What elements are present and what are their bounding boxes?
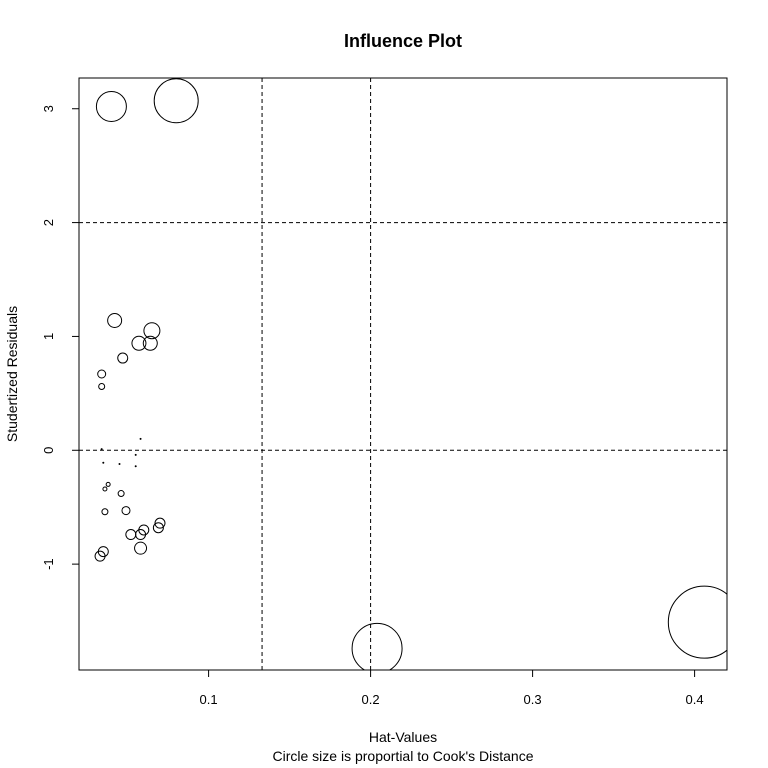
data-point	[143, 322, 161, 340]
data-point	[101, 508, 109, 516]
data-point	[95, 90, 127, 122]
x-tick-label: 0.2	[362, 692, 380, 707]
data-point	[142, 335, 158, 351]
x-tick-label: 0.3	[524, 692, 542, 707]
data-point	[102, 461, 105, 464]
x-axis-label: Hat-Values	[369, 729, 437, 745]
y-tick-label: 3	[41, 105, 56, 112]
data-point	[154, 517, 166, 529]
data-point	[117, 352, 129, 364]
data-point	[98, 383, 106, 391]
data-point	[135, 529, 147, 541]
data-point	[139, 437, 142, 440]
data-point	[131, 335, 147, 351]
data-point	[153, 78, 199, 124]
data-point	[97, 369, 107, 379]
data-point	[121, 506, 131, 516]
x-tick-label: 0.4	[686, 692, 704, 707]
data-point	[102, 486, 108, 492]
data-point	[107, 312, 123, 328]
data-points	[94, 78, 727, 670]
data-point	[152, 522, 164, 534]
data-point	[105, 481, 111, 487]
y-axis: -1 0 1 2 3	[41, 105, 79, 570]
chart-title: Influence Plot	[344, 31, 462, 51]
chart-subtitle: Circle size is proportial to Cook's Dist…	[273, 748, 534, 764]
data-point	[100, 448, 103, 451]
y-axis-label: Studertized Residuals	[4, 306, 20, 442]
data-point	[125, 529, 137, 541]
plot-frame	[78, 77, 728, 671]
reference-lines	[79, 78, 727, 670]
y-tick-label: 2	[41, 219, 56, 226]
y-tick-label: 0	[41, 447, 56, 454]
data-point	[134, 541, 148, 555]
x-tick-label: 0.1	[200, 692, 218, 707]
data-point	[94, 550, 106, 562]
data-point	[117, 490, 125, 498]
y-tick-label: -1	[41, 558, 56, 570]
data-point	[134, 453, 137, 456]
data-point	[118, 462, 121, 465]
data-point	[667, 585, 727, 659]
data-point	[134, 465, 137, 468]
data-point	[351, 622, 403, 670]
y-tick-label: 1	[41, 333, 56, 340]
x-axis: 0.1 0.2 0.3 0.4	[200, 670, 704, 707]
